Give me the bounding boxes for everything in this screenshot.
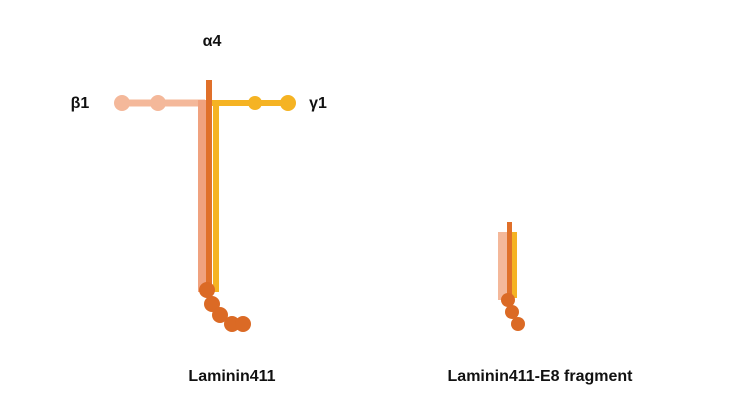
lg-domain: [235, 316, 251, 332]
gamma-domain: [280, 95, 296, 111]
caption: Laminin411: [188, 368, 275, 385]
lg-domain: [212, 307, 228, 323]
lg-domain: [501, 293, 515, 307]
gamma-label: γ1: [309, 95, 327, 112]
beta-domain: [114, 95, 130, 111]
alpha-chain: [206, 80, 212, 292]
alpha-chain: [507, 222, 512, 300]
lg-domain: [204, 296, 220, 312]
lg-domain: [505, 305, 519, 319]
alpha-label: α4: [203, 33, 222, 50]
lg-domain: [511, 317, 525, 331]
gamma-chain: [213, 100, 219, 292]
gamma-chain: [512, 232, 517, 298]
beta-chain: [498, 232, 508, 300]
lg-domain: [199, 282, 215, 298]
gamma-domain: [248, 96, 262, 110]
laminin411: [114, 80, 296, 332]
lg-domain: [224, 316, 240, 332]
beta-domain: [150, 95, 166, 111]
caption: Laminin411-E8 fragment: [448, 368, 634, 385]
beta-chain: [198, 100, 209, 292]
e8-fragment: [498, 222, 525, 331]
beta-label: β1: [71, 95, 90, 112]
